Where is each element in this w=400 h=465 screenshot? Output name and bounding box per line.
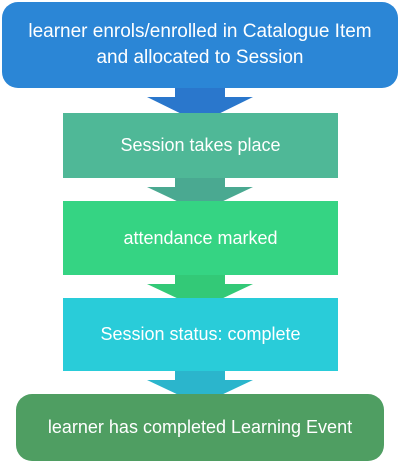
step-enrol-allocate-label: learner enrols/enrolled in Catalogue Ite… bbox=[28, 21, 372, 68]
step-session-takes-place: Session takes place bbox=[63, 113, 338, 178]
arrow-4-down bbox=[147, 369, 253, 405]
step-session-status-complete: Session status: complete bbox=[63, 298, 338, 371]
arrow-2-down bbox=[147, 176, 253, 212]
arrow-1-down bbox=[147, 86, 253, 123]
step-attendance-marked-label: attendance marked bbox=[123, 227, 278, 248]
step-learning-event-completed: learner has completed Learning Event bbox=[16, 394, 384, 461]
step-learning-event-completed-label: learner has completed Learning Event bbox=[47, 417, 353, 438]
step-session-takes-place-label: Session takes place bbox=[120, 135, 281, 156]
step-attendance-marked: attendance marked bbox=[63, 201, 338, 275]
step-enrol-allocate: learner enrols/enrolled in Catalogue Ite… bbox=[2, 2, 398, 88]
step-session-status-complete-label: Session status: complete bbox=[100, 324, 301, 345]
arrow-3-down bbox=[147, 273, 253, 309]
